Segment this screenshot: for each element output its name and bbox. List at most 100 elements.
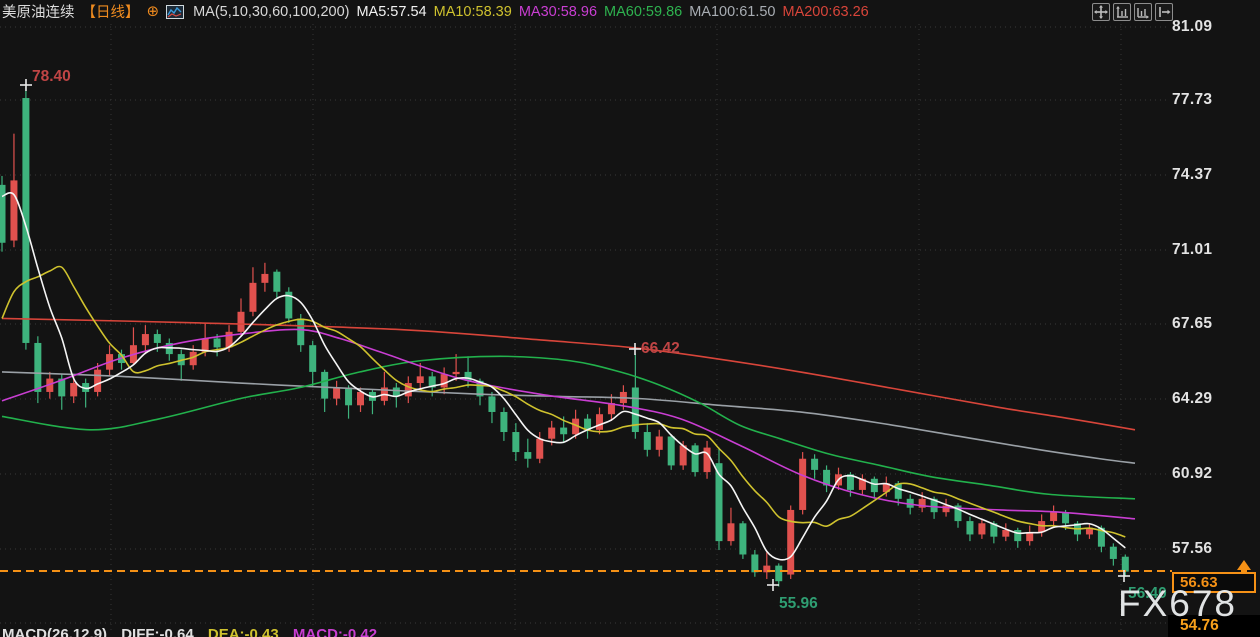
ma60-line bbox=[1, 355, 1136, 500]
axis-tick-label: 71.01 bbox=[1172, 241, 1213, 258]
macd-footer: MACD(26,12,9) DIFF:-0.64 DEA:-0.43 MACD:… bbox=[2, 626, 387, 637]
period-selector[interactable]: 【日线】 bbox=[81, 5, 140, 21]
candle-body bbox=[512, 432, 520, 453]
current-price-box: 56.63 bbox=[1172, 572, 1256, 593]
fx678-watermark: FX678 bbox=[1118, 583, 1238, 624]
candle-body bbox=[775, 565, 783, 582]
swing-price-label: 78.40 bbox=[32, 68, 71, 85]
candle-body bbox=[691, 445, 699, 473]
indicator-chart-icon[interactable] bbox=[166, 4, 185, 19]
candle-body bbox=[1062, 512, 1070, 524]
candle-body bbox=[213, 338, 221, 348]
candle-body bbox=[1097, 527, 1105, 547]
candle-body bbox=[655, 436, 663, 450]
candle-body bbox=[273, 271, 281, 292]
axis-tick-label: 60.92 bbox=[1172, 465, 1213, 482]
candle-body bbox=[1121, 556, 1129, 572]
candle-body bbox=[584, 418, 592, 430]
candle-body bbox=[858, 478, 866, 490]
ma30-line bbox=[1, 328, 1136, 520]
candle-body bbox=[894, 483, 902, 499]
candle-body bbox=[978, 523, 986, 535]
ma200-value-label: MA200:63.26 bbox=[782, 3, 869, 20]
price-alert-arrow-icon bbox=[1237, 560, 1251, 573]
candle-body bbox=[823, 469, 831, 486]
axis-tick-label: 57.56 bbox=[1172, 540, 1213, 557]
candle-body bbox=[679, 445, 687, 466]
candle-body bbox=[404, 383, 412, 397]
candle-body bbox=[990, 523, 998, 537]
axis-tick-label: 67.65 bbox=[1172, 315, 1213, 332]
axis-tick-label: 77.73 bbox=[1172, 91, 1213, 108]
candle-body bbox=[261, 273, 269, 283]
candle-body bbox=[428, 376, 436, 388]
chart-header: 美原油连续 【日线】 ⊕ MA(5,10,30,60,100,200) MA5:… bbox=[2, 1, 869, 22]
scale-left-icon[interactable] bbox=[1113, 3, 1131, 21]
ma5-line bbox=[1, 192, 1126, 561]
candle-body bbox=[524, 452, 532, 459]
candle-body bbox=[536, 438, 544, 459]
candle-body bbox=[22, 98, 30, 343]
ma-params-label: MA(5,10,30,60,100,200) bbox=[193, 3, 350, 20]
candle-body bbox=[141, 334, 149, 346]
candle-body bbox=[667, 436, 675, 466]
candle-body bbox=[189, 351, 197, 366]
candle-body bbox=[763, 565, 771, 573]
candle-body bbox=[94, 369, 102, 392]
overlay-add-icon[interactable]: ⊕ bbox=[146, 2, 160, 20]
candle-body bbox=[715, 463, 723, 542]
candle-body bbox=[1109, 546, 1117, 559]
macd-dea-label: DEA:-0.43 bbox=[207, 626, 279, 637]
candle-body bbox=[572, 418, 580, 435]
candle-body bbox=[727, 523, 735, 542]
ma5-value-label: MA5:57.54 bbox=[356, 3, 427, 20]
candle-body bbox=[201, 338, 209, 352]
candle-body bbox=[225, 331, 233, 348]
candle-body bbox=[321, 371, 329, 399]
macd-macd-label: MACD:-0.42 bbox=[292, 626, 378, 637]
swing-price-label: 55.96 bbox=[779, 595, 818, 612]
candle-body bbox=[237, 311, 245, 332]
ma60-value-label: MA60:59.86 bbox=[604, 3, 683, 20]
candle-body bbox=[464, 371, 472, 381]
ma100-line bbox=[1, 371, 1136, 464]
candle-body bbox=[345, 387, 353, 406]
candle-body bbox=[357, 391, 364, 406]
ma200-line bbox=[1, 317, 1136, 431]
ma10-line bbox=[1, 265, 1126, 538]
candle-body bbox=[918, 498, 926, 508]
candle-body bbox=[751, 554, 759, 573]
candle-body bbox=[882, 483, 890, 493]
symbol-title: 美原油连续 bbox=[2, 5, 75, 21]
shift-right-icon[interactable] bbox=[1155, 3, 1173, 21]
scale-right-icon[interactable] bbox=[1134, 3, 1152, 21]
candle-body bbox=[906, 498, 914, 508]
candle-body bbox=[1002, 529, 1010, 537]
candle-body bbox=[392, 387, 400, 397]
candle-body bbox=[643, 432, 651, 450]
candle-body bbox=[548, 427, 556, 439]
candle-body bbox=[631, 387, 639, 433]
candle-body bbox=[954, 505, 962, 522]
candle-body bbox=[500, 411, 508, 433]
candle-body bbox=[607, 403, 615, 415]
candle-body bbox=[34, 342, 42, 392]
candle-body bbox=[0, 184, 6, 243]
candle-body bbox=[58, 378, 66, 397]
candle-body bbox=[1085, 527, 1093, 535]
candle-body bbox=[153, 334, 161, 343]
candle-body bbox=[249, 282, 257, 312]
candle-body bbox=[297, 318, 305, 346]
candle-body bbox=[82, 383, 90, 392]
ma30-value-label: MA30:58.96 bbox=[518, 3, 598, 20]
candle-body bbox=[1026, 532, 1034, 542]
candle-body bbox=[285, 291, 293, 319]
ma10-value-label: MA10:58.39 bbox=[433, 3, 512, 20]
candle-body bbox=[1014, 529, 1022, 542]
limit-down-label: 54.76 bbox=[1180, 617, 1219, 634]
candle-body bbox=[846, 474, 854, 490]
candle-body bbox=[10, 180, 18, 241]
move-icon[interactable] bbox=[1092, 3, 1110, 21]
candle-body bbox=[452, 371, 460, 375]
